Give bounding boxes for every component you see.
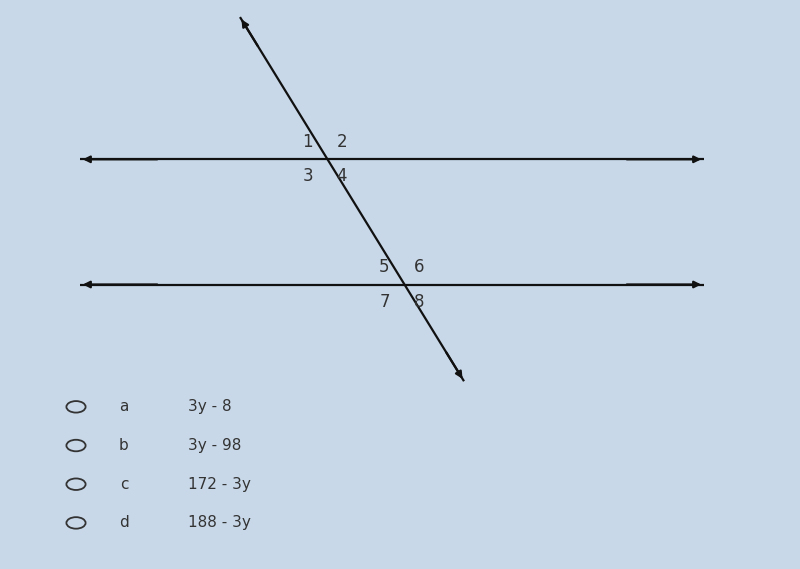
Text: c: c <box>120 477 128 492</box>
Text: d: d <box>119 516 129 530</box>
Text: 3: 3 <box>302 167 313 185</box>
Text: 3y - 8: 3y - 8 <box>188 399 232 414</box>
Text: 8: 8 <box>414 292 424 311</box>
Text: 1: 1 <box>302 133 313 151</box>
Text: 3y - 98: 3y - 98 <box>188 438 242 453</box>
Text: 5: 5 <box>379 258 390 277</box>
Text: 4: 4 <box>337 167 347 185</box>
Text: 2: 2 <box>337 133 347 151</box>
Text: 7: 7 <box>379 292 390 311</box>
Text: 188 - 3y: 188 - 3y <box>188 516 251 530</box>
Text: 6: 6 <box>414 258 424 277</box>
Text: a: a <box>119 399 129 414</box>
Text: b: b <box>119 438 129 453</box>
Text: 172 - 3y: 172 - 3y <box>188 477 251 492</box>
